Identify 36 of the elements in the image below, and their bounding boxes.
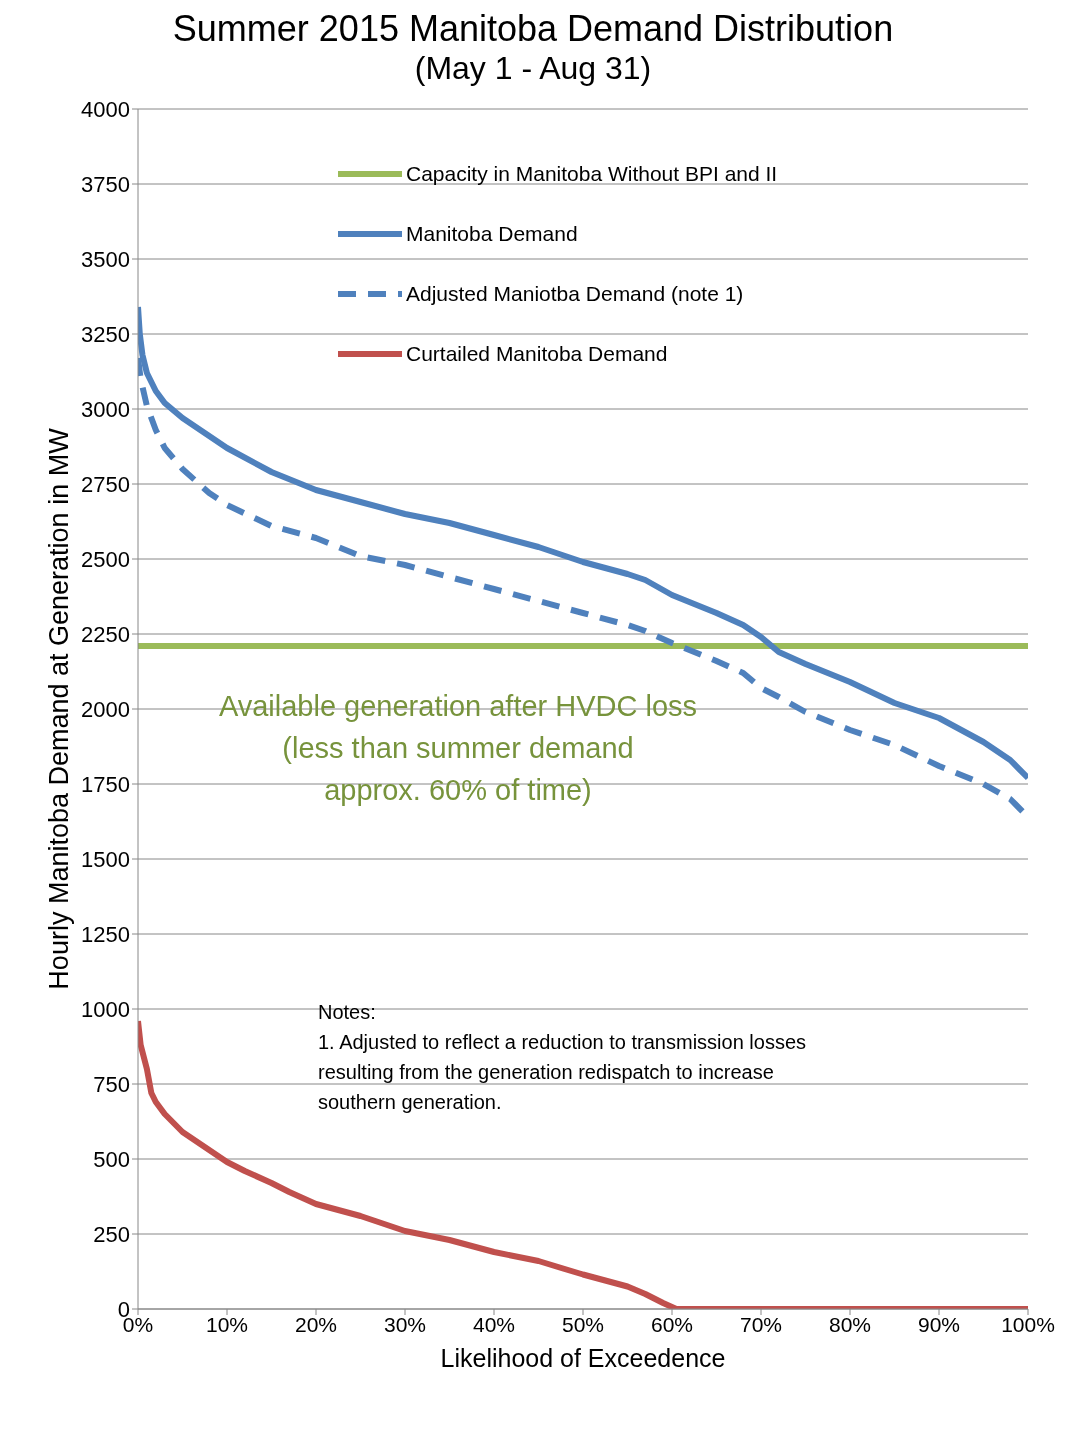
y-tick-label: 250 <box>93 1221 130 1247</box>
x-tick-label: 20% <box>294 1312 338 1336</box>
x-tick-label: 60% <box>650 1312 694 1336</box>
x-tick-label: 40% <box>472 1312 516 1336</box>
legend-label: Capacity in Manitoba Without BPI and II <box>406 161 778 187</box>
x-tick-label: 50% <box>561 1312 605 1336</box>
x-tick-label: 90% <box>917 1312 961 1336</box>
y-tick-label: 750 <box>93 1071 130 1097</box>
y-tick-label: 3000 <box>81 396 130 422</box>
y-tick-label: 1250 <box>81 921 130 947</box>
y-tick-label: 1000 <box>81 996 130 1022</box>
y-tick-label: 2750 <box>81 471 130 497</box>
y-tick-label: 4000 <box>81 96 130 122</box>
legend-label: Curtailed Manitoba Demand <box>406 341 668 367</box>
y-tick-label: 3750 <box>81 171 130 197</box>
x-tick-label: 10% <box>205 1312 249 1336</box>
x-tick-label: 100% <box>1001 1312 1055 1336</box>
chart-subtitle: (May 1 - Aug 31) <box>413 50 653 87</box>
y-tick-label: 3250 <box>81 321 130 347</box>
y-tick-label: 2250 <box>81 621 130 647</box>
y-tick-label: 2500 <box>81 546 130 572</box>
chart-title: Summer 2015 Manitoba Demand Distribution <box>171 8 895 50</box>
legend-label: Manitoba Demand <box>406 221 578 247</box>
annotation: Notes: 1. Adjusted to reflect a reduction to transmission losses resulting from the generation redispatch to increase southern generation. <box>318 1000 808 1115</box>
legend-label: Adjusted Maniotba Demand (note 1) <box>406 281 744 307</box>
y-tick-label: 500 <box>93 1146 130 1172</box>
x-tick-label: 80% <box>828 1312 872 1336</box>
y-tick-label: 1500 <box>81 846 130 872</box>
y-tick-label: 3500 <box>81 246 130 272</box>
annotation: Available generation after HVDC loss (less than summer demand approx. 60% of time) <box>217 689 699 808</box>
y-tick-label: 1750 <box>81 771 130 797</box>
x-axis-title: Likelihood of Exceedence <box>440 1343 726 1372</box>
y-axis-title: Hourly Manitoba Demand at Generation in MW <box>43 427 74 990</box>
y-tick-label: 2000 <box>81 696 130 722</box>
x-tick-label: 30% <box>383 1312 427 1336</box>
x-tick-label: 70% <box>739 1312 783 1336</box>
